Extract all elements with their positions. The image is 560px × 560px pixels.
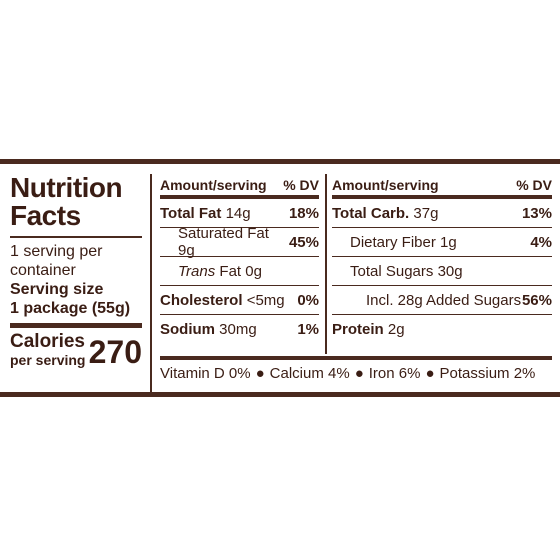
nutrition-facts-label: Nutrition Facts 1 serving per container …: [0, 159, 560, 397]
nutrient-amount: 0g: [245, 262, 262, 280]
nutrient-name-rest: Fat: [219, 262, 242, 280]
dv-header: % DV: [283, 176, 319, 193]
column-header: Amount/serving % DV: [160, 174, 319, 199]
dietary-fiber-row: Dietary Fiber 1g 4%: [332, 228, 552, 257]
total-sugars-row: Total Sugars 30g: [332, 257, 552, 286]
nutrient-name: Dietary Fiber: [350, 233, 436, 251]
nutrient-dv: 56%: [521, 291, 552, 309]
dv-header: % DV: [516, 176, 552, 193]
saturated-fat-row: Saturated Fat 9g 45%: [160, 225, 319, 259]
nutrient-name: Total Sugars: [350, 262, 434, 280]
column-divider: [325, 174, 327, 354]
amount-header: Amount/serving: [332, 176, 439, 193]
serving-size-label: Serving size: [10, 281, 104, 298]
nutrient-amount: <5mg: [246, 291, 285, 309]
thick-divider: [10, 323, 142, 328]
trans-fat-row: Trans Fat 0g: [160, 257, 319, 286]
nutrient-amount: 30mg: [219, 321, 257, 338]
bullet-separator: ●: [255, 364, 265, 382]
nutrient-name: Total Fat: [160, 204, 222, 222]
nutrient-amount: 9g: [178, 242, 195, 259]
calories-label: Calories: [10, 331, 85, 352]
nutrient-dv: 4%: [530, 233, 552, 251]
nutrient-amount: 2g: [387, 321, 405, 338]
added-sugars-row: Incl. 28g Added Sugars 56%: [332, 286, 552, 315]
column-header: Amount/serving % DV: [332, 174, 552, 199]
calories-row: Calories per serving 270: [10, 331, 142, 370]
nutrients-column-right: Amount/serving % DV Total Carb. 37g 13% …: [330, 174, 552, 344]
vitamins-minerals-row: Vitamin D 0% ● Calcium 4% ● Iron 6% ● Po…: [160, 356, 552, 386]
nutrient-name: Saturated Fat: [178, 225, 269, 242]
nutrient-amount: 14g: [225, 204, 251, 222]
servings-line1: 1 serving per: [10, 243, 103, 260]
bullet-separator: ●: [425, 364, 435, 382]
nutrients-column-left: Amount/serving % DV Total Fat 14g 18% Sa…: [160, 174, 323, 344]
sodium-row: Sodium 30mg 1%: [160, 315, 319, 344]
iron: Iron 6%: [368, 364, 421, 382]
servings-per-container: 1 serving per container: [10, 242, 142, 280]
vitamin-d: Vitamin D 0%: [160, 364, 251, 382]
nutrient-dv: 45%: [288, 233, 319, 251]
serving-size-value: 1 package (55g): [10, 300, 131, 317]
nutrient-name: Total Carb.: [332, 204, 410, 222]
calories-sub: per serving: [10, 352, 86, 368]
calories-value: 270: [88, 334, 142, 370]
nutrient-name: Cholesterol: [160, 291, 243, 309]
amount-header: Amount/serving: [160, 176, 267, 193]
facts-summary: Nutrition Facts 1 serving per container …: [10, 174, 152, 392]
total-fat-row: Total Fat 14g 18%: [160, 199, 319, 228]
nutrient-dv: 18%: [288, 204, 319, 222]
nutrient-name: Incl. 28g Added Sugars: [366, 291, 522, 309]
title-facts: Facts: [10, 200, 81, 231]
total-carb-row: Total Carb. 37g 13%: [332, 199, 552, 228]
nutrient-amount: 37g: [413, 204, 439, 222]
protein-row: Protein 2g: [332, 315, 552, 344]
nutrient-name: Sodium: [160, 321, 215, 338]
nutrient-name: Protein: [332, 321, 384, 338]
cholesterol-row: Cholesterol <5mg 0%: [160, 286, 319, 315]
nutrient-amount: 1g: [440, 233, 457, 251]
nutrient-dv: 0%: [297, 291, 319, 309]
potassium: Potassium 2%: [439, 364, 536, 382]
nutrient-amount: 30g: [437, 262, 463, 280]
nutrient-name: Trans: [178, 262, 216, 280]
servings-line2: container: [10, 262, 76, 279]
bullet-separator: ●: [354, 364, 364, 382]
calcium: Calcium 4%: [269, 364, 350, 382]
title-nutrition: Nutrition: [10, 172, 123, 203]
divider: [10, 236, 142, 238]
nutrient-dv: 1%: [297, 321, 319, 338]
nutrient-dv: 13%: [521, 204, 552, 222]
